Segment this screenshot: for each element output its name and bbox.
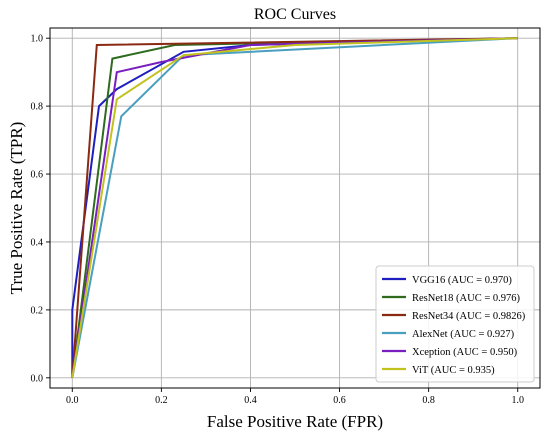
series-line-5 (71, 37, 518, 378)
legend-entry: ViT (AUC = 0.935) (412, 365, 495, 376)
x-axis-label: False Positive Rate (FPR) (207, 412, 383, 431)
x-tick-label: 0.8 (422, 395, 435, 406)
y-tick-label: 0.2 (31, 305, 44, 316)
x-tick-label: 0.4 (244, 395, 257, 406)
legend-entry: Xception (AUC = 0.950) (412, 347, 518, 358)
series-line-2 (71, 37, 518, 378)
y-tick-label: 1.0 (31, 34, 44, 45)
y-axis-label: True Positive Rate (TPR) (7, 122, 26, 295)
x-tick-label: 1.0 (511, 395, 524, 406)
legend: VGG16 (AUC = 0.970) ResNet18 (AUC = 0.976… (375, 265, 535, 383)
x-tick-label: 0.2 (155, 395, 168, 406)
legend-entry: ResNet18 (AUC = 0.976) (412, 293, 520, 304)
series-line-3 (71, 37, 518, 378)
legend-entry: ResNet34 (AUC = 0.9826) (412, 311, 526, 322)
legend-entry: VGG16 (AUC = 0.970) (412, 275, 512, 286)
y-tick-label: 0.6 (31, 170, 44, 181)
legend-entry: AlexNet (AUC = 0.927) (412, 329, 515, 340)
legend-box (375, 265, 535, 383)
y-tick-label: 0.0 (31, 373, 44, 384)
series-lines (71, 37, 518, 378)
axis-ticks: 0.0 0.2 0.4 0.6 0.8 1.0 0.0 0.2 0.4 0.6 0.8 1.0 (31, 34, 524, 406)
chart-title: ROC Curves (254, 6, 336, 23)
plot-frame (49, 27, 541, 389)
y-tick-label: 0.4 (31, 237, 44, 248)
y-tick-label: 0.8 (31, 102, 44, 113)
x-tick-label: 0.0 (66, 395, 79, 406)
x-tick-label: 0.6 (333, 395, 346, 406)
